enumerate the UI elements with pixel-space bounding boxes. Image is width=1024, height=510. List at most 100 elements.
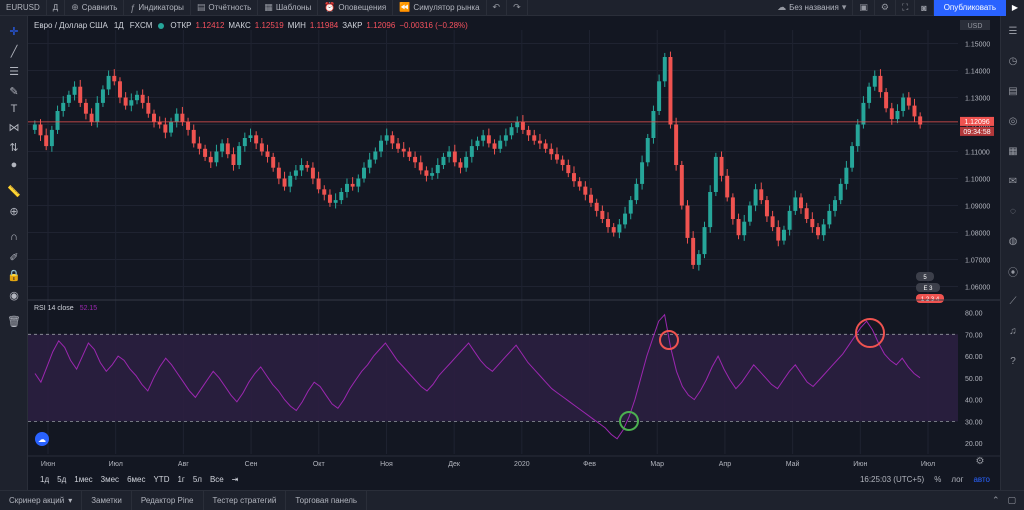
brush-tool[interactable]: ✎ bbox=[6, 84, 22, 98]
clock-label[interactable]: 16:25:03 (UTC+5) bbox=[859, 474, 925, 484]
interval-button[interactable]: Д bbox=[47, 0, 66, 16]
go-to-date-icon[interactable]: ⇥ bbox=[231, 474, 239, 484]
event-badge-3[interactable] bbox=[916, 294, 944, 303]
fib-tool[interactable]: ☰ bbox=[6, 64, 22, 78]
percent-toggle[interactable]: % bbox=[934, 474, 942, 484]
candle-body bbox=[231, 154, 236, 165]
right-sidebar: ☰ ◷ ▤ ◎ ▦ ✉ ◌ ◍ ⦿ ⟋ ♫ ? bbox=[1000, 16, 1024, 490]
tab-notes[interactable]: Заметки bbox=[82, 490, 132, 510]
templates-button[interactable]: ▦ Шаблоны bbox=[258, 0, 319, 16]
ruler-tool[interactable]: 📏 bbox=[6, 184, 22, 198]
tab-notes-label: Заметки bbox=[91, 496, 122, 505]
plus-circle-icon: ⊕ bbox=[71, 2, 79, 12]
candle-body bbox=[617, 224, 622, 233]
range-5y[interactable]: 5л bbox=[192, 474, 202, 484]
chart-area[interactable]: 1.15000 1.14000 1.13000 1.12000 1.11000 1.100… bbox=[28, 16, 1000, 490]
log-toggle[interactable]: лог bbox=[951, 474, 964, 484]
ideas-button[interactable]: ◌ bbox=[1006, 204, 1020, 218]
hotlist-button[interactable]: ◎ bbox=[1006, 114, 1020, 128]
crosshair-tool[interactable]: ✛ bbox=[6, 24, 22, 38]
broadcast-button[interactable]: ⦿ bbox=[1006, 264, 1020, 279]
alerts-button[interactable]: ⏰ Оповещения bbox=[318, 0, 394, 16]
zoom-tool[interactable]: ⊕ bbox=[6, 204, 22, 218]
range-1m[interactable]: 1мес bbox=[74, 474, 93, 484]
candle-body bbox=[713, 156, 718, 192]
data-window-button[interactable]: ▤ bbox=[1006, 84, 1020, 98]
auto-toggle[interactable]: авто bbox=[973, 474, 990, 484]
candle-body bbox=[594, 202, 599, 211]
candle-body bbox=[702, 227, 707, 255]
chart-svg[interactable]: 1.15000 1.14000 1.13000 1.12000 1.11000 1.100… bbox=[28, 16, 1000, 490]
candle-body bbox=[872, 75, 877, 87]
play-button[interactable]: ▶ bbox=[1006, 0, 1024, 16]
range-3m[interactable]: 3мес bbox=[100, 474, 120, 484]
hide-tool[interactable]: ◉ bbox=[6, 288, 22, 302]
help-button[interactable]: ? bbox=[1006, 354, 1020, 368]
settings-button[interactable]: ⚙ bbox=[875, 0, 896, 16]
indicators-button[interactable]: ƒ Индикаторы bbox=[124, 0, 191, 16]
candle-body bbox=[736, 219, 741, 236]
maximize-icon[interactable]: ▢ bbox=[1007, 495, 1016, 505]
chart-icon: ⟋ bbox=[1009, 295, 1017, 307]
tab-pine-editor[interactable]: Редактор Pine bbox=[132, 490, 204, 510]
layout-button[interactable]: ☁ Без названия ▾ bbox=[771, 0, 854, 16]
price-axis[interactable]: 1.15000 1.14000 1.13000 1.12000 1.11000 1.100… bbox=[965, 42, 990, 292]
lock-tool[interactable]: 🔒 bbox=[6, 268, 22, 282]
chat-button[interactable]: ✉ bbox=[1006, 174, 1020, 188]
range-all[interactable]: Все bbox=[209, 474, 224, 484]
layout-grid-button[interactable]: ▣ bbox=[853, 0, 875, 16]
overbought-marker-2 bbox=[855, 318, 885, 348]
range-1d[interactable]: 1д bbox=[40, 474, 50, 484]
chart-button[interactable]: ⟋ bbox=[1006, 294, 1020, 308]
watchlist-button[interactable]: ☰ bbox=[1006, 24, 1020, 38]
redo-button[interactable]: ↷ bbox=[507, 0, 528, 16]
fullscreen-button[interactable]: ⛶ bbox=[896, 0, 916, 16]
delete-tool[interactable]: 🗑 bbox=[6, 314, 22, 328]
cloud-logo-circle bbox=[35, 432, 49, 446]
calendar-icon: ▦ bbox=[1008, 145, 1018, 157]
calendar-button[interactable]: ▦ bbox=[1006, 144, 1020, 158]
event-badges[interactable]: 5 E 3 1 2 3 4 bbox=[916, 272, 944, 303]
candle-body bbox=[344, 183, 349, 192]
indicators-label: Индикаторы bbox=[138, 3, 184, 12]
event-badge-1-label: 5 bbox=[923, 275, 927, 281]
rsi-axis[interactable]: 80.00 70.00 60.00 50.00 40.00 30.00 20.00 bbox=[965, 311, 983, 449]
event-badge-2[interactable] bbox=[916, 283, 940, 292]
time-axis[interactable]: Июн Июл Авг Сен Окт Ноя Дек 2020 Фев Мар Апр Май Июн… bbox=[41, 460, 935, 468]
snapshot-button[interactable]: ◙ bbox=[915, 0, 934, 16]
publish-button[interactable]: Опубликовать bbox=[933, 0, 1006, 16]
symbol-search-button[interactable]: EURUSD bbox=[0, 0, 47, 16]
axis-settings-icon[interactable]: ⚙ bbox=[976, 456, 985, 467]
tab-strategy-tester[interactable]: Тестер стратегий bbox=[204, 490, 287, 510]
trend-line-tool[interactable]: ╱ bbox=[6, 44, 22, 58]
text-tool[interactable]: T bbox=[6, 102, 22, 116]
streams-button[interactable]: ◍ bbox=[1006, 234, 1020, 248]
candle-body bbox=[135, 94, 139, 101]
reports-button[interactable]: ▤ Отчётность bbox=[191, 0, 259, 16]
undo-button[interactable]: ↶ bbox=[487, 0, 508, 16]
shapes-tool[interactable]: ● bbox=[6, 158, 22, 172]
pencil-lock-icon: ✐ bbox=[9, 251, 19, 264]
notifications-button[interactable]: ♫ bbox=[1006, 324, 1020, 338]
range-ytd[interactable]: YTD bbox=[153, 474, 170, 484]
stay-drawing-tool[interactable]: ✐ bbox=[6, 250, 22, 264]
pattern-tool[interactable]: ⋈ bbox=[6, 120, 22, 134]
countdown-label: 09:34:58 bbox=[963, 129, 990, 136]
candle-body bbox=[265, 151, 270, 157]
range-6m[interactable]: 6мес bbox=[127, 474, 146, 484]
range-5d[interactable]: 5д bbox=[57, 474, 67, 484]
event-badge-1[interactable] bbox=[916, 272, 934, 281]
interval-label: Д bbox=[52, 3, 59, 12]
collapse-icon[interactable]: ⌃ bbox=[991, 495, 1000, 505]
candle-body bbox=[549, 148, 554, 155]
compare-button[interactable]: ⊕ Сравнить bbox=[65, 0, 125, 16]
replay-button[interactable]: ⏪ Симулятор рынка bbox=[393, 0, 487, 16]
tab-stock-screener[interactable]: Скринер акций ▾ bbox=[0, 490, 83, 510]
range-1y[interactable]: 1г bbox=[177, 474, 185, 484]
layout-grid-icon: ▣ bbox=[859, 2, 868, 12]
candle-body bbox=[554, 154, 559, 160]
alerts-panel-button[interactable]: ◷ bbox=[1006, 54, 1020, 68]
magnet-tool[interactable]: ∩ bbox=[6, 230, 22, 244]
prediction-tool[interactable]: ⇅ bbox=[6, 140, 22, 154]
tab-trading-panel[interactable]: Торговая панель bbox=[286, 490, 368, 510]
